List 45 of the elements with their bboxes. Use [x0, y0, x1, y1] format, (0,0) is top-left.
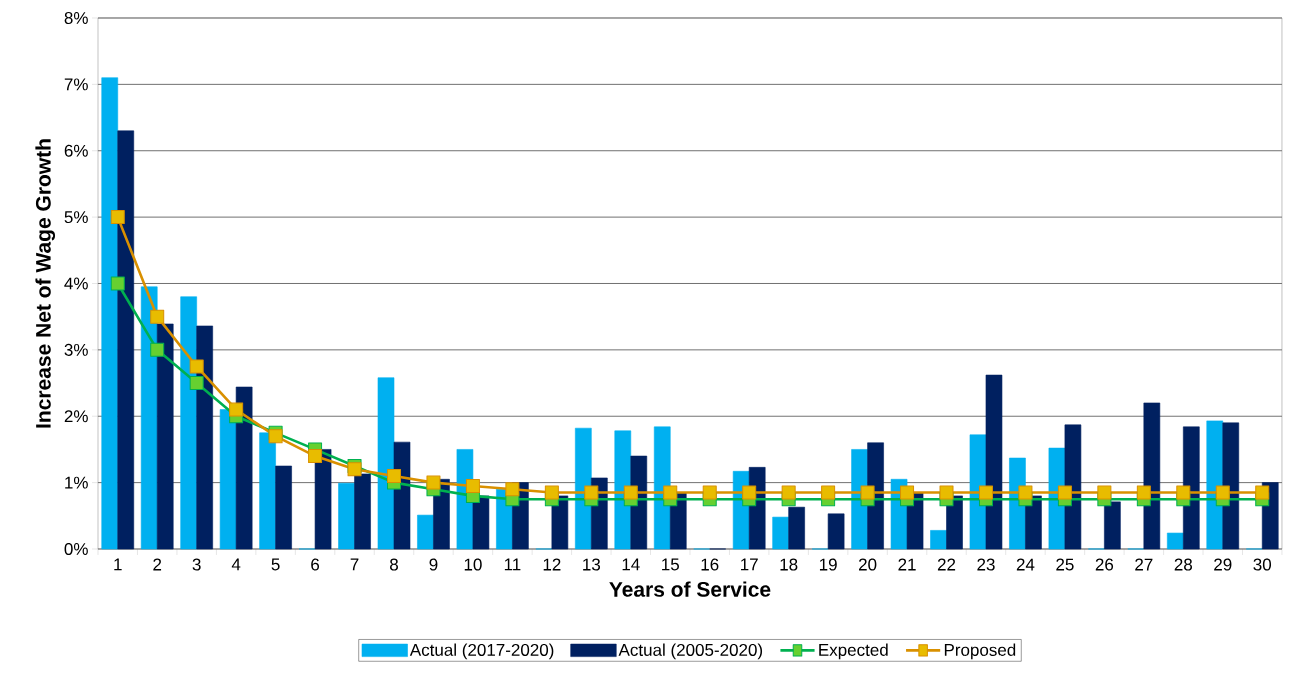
x-tick-label: 16: [701, 558, 719, 571]
legend-label: Actual (2017-2020): [409, 643, 554, 660]
x-tick-label: 28: [1174, 558, 1193, 571]
x-tick-label: 14: [622, 558, 640, 571]
x-tick-label: 30: [1253, 558, 1272, 571]
x-tick-label: 25: [1056, 558, 1074, 571]
x-tick-label: 29: [1214, 558, 1232, 571]
y-tick-label: 1%: [65, 476, 88, 489]
y-tick-label: 4%: [64, 277, 88, 290]
x-tick-label: 27: [1135, 558, 1153, 571]
x-tick-label: 23: [977, 558, 995, 571]
x-tick-label: 11: [504, 558, 521, 571]
y-tick-label: 8%: [64, 11, 88, 25]
x-tick-label: 18: [780, 558, 798, 571]
x-tick-label: 12: [543, 558, 561, 571]
x-tick-label: 1: [114, 558, 122, 571]
x-tick-label: 13: [583, 558, 601, 571]
x-tick-label: 22: [937, 558, 956, 571]
x-tick-label: 20: [858, 558, 877, 571]
x-tick-label: 4: [231, 558, 241, 571]
x-tick-label: 15: [662, 558, 679, 571]
x-tick-label: 26: [1095, 558, 1114, 571]
y-tick-label: 0%: [64, 542, 88, 556]
x-tick-label: 17: [741, 558, 758, 571]
y-axis-title: Increase Net of Wage Growth: [35, 139, 56, 428]
legend-label: Expected: [819, 643, 888, 660]
x-tick-label: 5: [271, 558, 280, 571]
x-tick-label: 7: [350, 558, 359, 571]
x-tick-label: 8: [390, 558, 398, 571]
x-tick-label: 19: [819, 558, 837, 571]
legend-label: Proposed: [944, 643, 1016, 660]
x-tick-label: 3: [192, 558, 201, 571]
x-tick-label: 2: [153, 558, 162, 571]
y-tick-label: 6%: [64, 144, 88, 157]
y-tick-label: 7%: [64, 78, 88, 91]
y-tick-label: 5%: [64, 211, 88, 224]
legend-label: Actual (2005-2020): [618, 643, 763, 660]
y-tick-label: 3%: [64, 343, 88, 356]
x-axis-title: Years of Service: [609, 581, 771, 597]
x-tick-label: 9: [429, 558, 438, 571]
x-tick-label: 24: [1016, 558, 1035, 571]
x-tick-label: 10: [464, 558, 482, 571]
x-tick-label: 21: [898, 558, 916, 571]
x-tick-label: 6: [311, 558, 320, 571]
y-tick-label: 2%: [64, 410, 88, 423]
